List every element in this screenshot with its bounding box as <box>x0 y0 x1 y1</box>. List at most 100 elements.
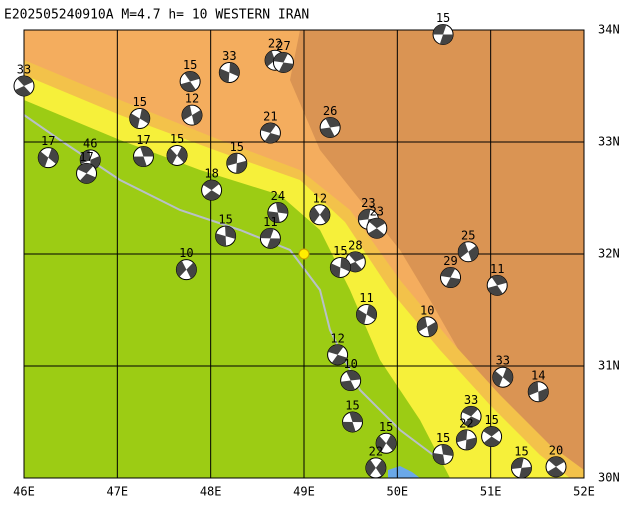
depth-label: 27 <box>276 39 290 53</box>
beachball-quadrant <box>80 149 101 170</box>
beachball-quadrant <box>417 316 438 337</box>
depth-label: 11 <box>490 262 504 276</box>
beachball-quadrant <box>167 146 188 165</box>
focal-mechanism <box>37 147 59 169</box>
depth-label: 46 <box>83 136 97 150</box>
focal-mechanism <box>356 303 378 325</box>
beachball-quadrant <box>219 62 240 83</box>
beachball-quadrant <box>328 344 348 365</box>
focal-mechanism <box>432 23 454 45</box>
depth-label: 15 <box>436 431 450 445</box>
lon-label: 47E <box>106 485 128 499</box>
focal-mechanism <box>510 457 532 479</box>
depth-label: 11 <box>359 291 373 305</box>
beachball-quadrant <box>365 459 386 477</box>
beachball-quadrant <box>433 444 454 465</box>
depth-label: 17 <box>136 133 150 147</box>
focal-mechanism <box>166 144 188 166</box>
depth-label: 15 <box>333 244 347 258</box>
beachball-quadrant <box>203 180 221 201</box>
beachball-quadrant <box>267 202 288 223</box>
focal-mechanism <box>365 457 387 479</box>
depth-label: 15 <box>436 11 450 25</box>
beachball-quadrant <box>260 228 281 249</box>
focal-mechanism <box>259 227 281 249</box>
beachball-quadrant <box>433 24 454 45</box>
focal-mechanism <box>340 370 362 392</box>
depth-label: 23 <box>361 196 375 210</box>
beachball-quadrant <box>133 146 154 167</box>
focal-mechanism <box>215 225 237 247</box>
depth-label: 23 <box>370 205 384 219</box>
beachball-quadrant <box>330 257 351 278</box>
beachball-quadrant <box>458 242 479 262</box>
focal-mechanism <box>132 146 154 168</box>
depth-label: 28 <box>348 238 362 252</box>
depth-label: 15 <box>170 132 184 146</box>
beachball-quadrant <box>356 304 377 325</box>
lat-label: 33N <box>598 135 620 149</box>
focal-mechanism <box>375 432 397 454</box>
beachball-quadrant <box>368 218 386 239</box>
depth-label: 15 <box>514 444 528 458</box>
depth-label: 15 <box>133 95 147 109</box>
beachball-quadrant <box>547 456 565 477</box>
depth-label: 15 <box>218 213 232 227</box>
beachball-quadrant <box>260 123 281 144</box>
map-frame <box>23 29 585 479</box>
beachball-quadrant <box>309 206 330 223</box>
depth-label: 15 <box>230 140 244 154</box>
focal-mechanism <box>416 316 438 338</box>
depth-label: 24 <box>271 189 285 203</box>
focal-mechanism <box>226 152 248 174</box>
focal-mechanism <box>327 344 349 366</box>
beachball-quadrant <box>462 406 481 427</box>
focal-mechanism <box>457 241 479 263</box>
depth-label: 21 <box>263 110 277 124</box>
beachball-quadrant <box>180 71 200 92</box>
depth-label: 15 <box>183 58 197 72</box>
lon-label: 48E <box>200 485 222 499</box>
depth-label: 18 <box>204 167 218 181</box>
focal-mechanism <box>492 366 514 388</box>
depth-label: 14 <box>531 368 545 382</box>
depth-label: 17 <box>41 134 55 148</box>
depth-label: 29 <box>443 254 457 268</box>
depth-label: 12 <box>313 191 327 205</box>
depth-label: 22 <box>268 37 282 51</box>
beachball-quadrant <box>215 226 236 247</box>
focal-mechanism <box>272 51 294 73</box>
depth-label: 11 <box>263 215 277 229</box>
depth-label: 10 <box>179 246 193 260</box>
beachball-quadrant <box>511 457 532 478</box>
focal-mechanism <box>486 274 508 296</box>
focal-mechanism <box>76 162 98 184</box>
depth-label: 15 <box>484 413 498 427</box>
beachball-quadrant <box>342 412 363 432</box>
lon-label: 50E <box>386 485 408 499</box>
beachball-quadrant <box>176 260 197 279</box>
focal-mechanism <box>481 426 503 448</box>
beachball-quadrant <box>129 108 150 129</box>
focal-mechanism <box>527 381 549 403</box>
beachball-quadrant <box>320 117 341 138</box>
depth-label: 15 <box>345 399 359 413</box>
focal-mechanism <box>13 75 35 97</box>
epicenter <box>298 248 310 260</box>
beachball-quadrant <box>226 153 247 174</box>
focal-mechanism <box>329 256 351 278</box>
lat-label: 32N <box>598 247 620 261</box>
focal-mechanism <box>545 456 567 478</box>
map-title: E202505240910A M=4.7 h= 10 WESTERN IRAN <box>4 8 309 23</box>
focal-mechanism <box>201 179 223 201</box>
focal-mechanism <box>366 217 388 239</box>
beachball-quadrant <box>456 429 477 450</box>
depth-label: 33 <box>17 63 31 77</box>
beachball-quadrant <box>273 52 294 73</box>
focal-mechanism <box>259 122 281 144</box>
focal-mechanism <box>218 62 240 84</box>
focal-mechanism <box>440 267 462 289</box>
focal-mechanism <box>179 71 201 93</box>
